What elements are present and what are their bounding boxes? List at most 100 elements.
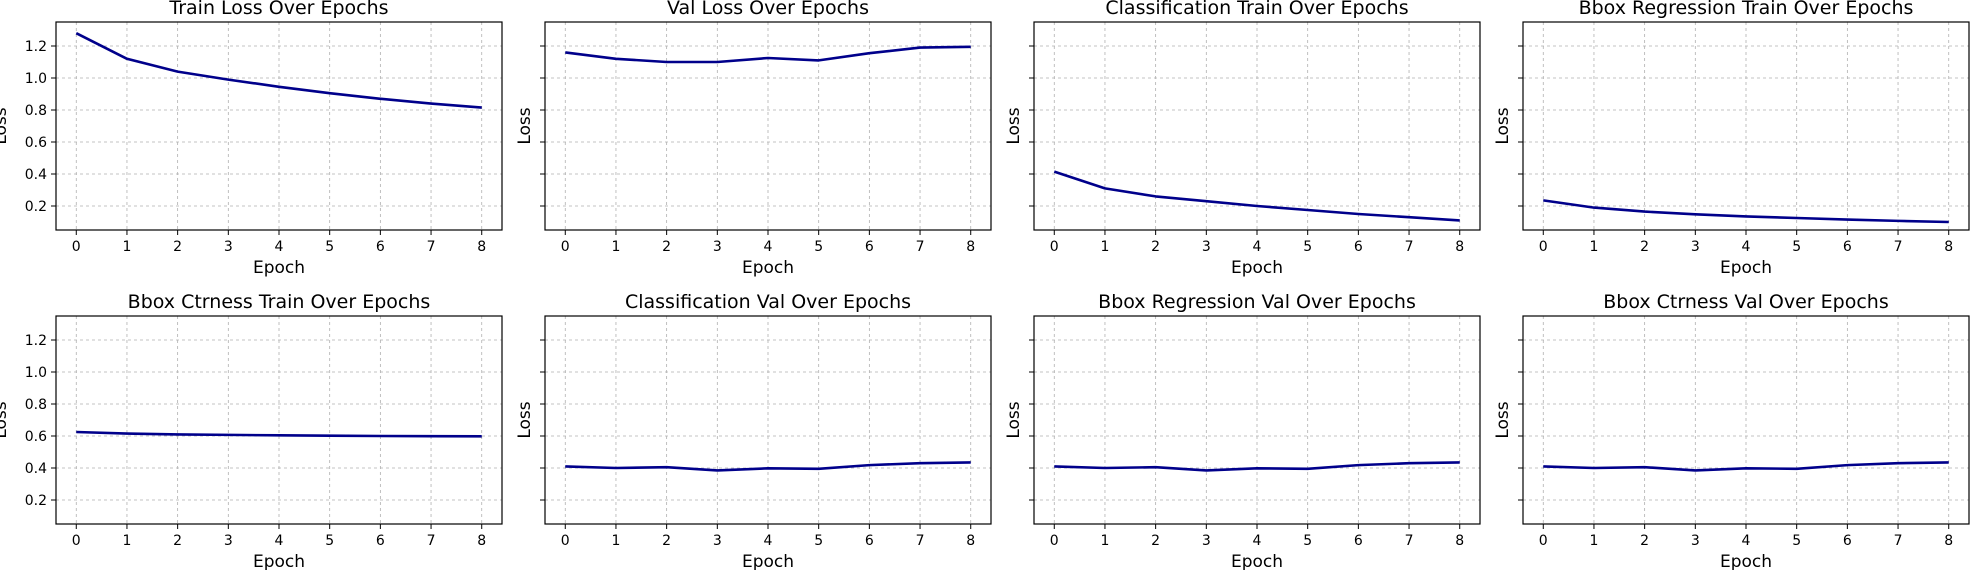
- x-tick-label: 3: [713, 533, 722, 549]
- x-tick-label: 6: [1843, 533, 1852, 549]
- x-tick-label: 1: [1589, 533, 1598, 549]
- chart-title: Bbox Ctrness Val Over Epochs: [1603, 291, 1888, 313]
- y-tick-label: 0.2: [25, 493, 47, 509]
- y-axis-label: Loss: [1004, 401, 1024, 438]
- x-tick-label: 0: [1539, 533, 1548, 549]
- y-tick-label: 0.6: [25, 429, 47, 445]
- x-tick-label: 1: [1100, 533, 1109, 549]
- x-tick-label: 7: [427, 239, 436, 255]
- x-tick-label: 0: [561, 533, 570, 549]
- x-tick-label: 5: [1792, 239, 1801, 255]
- y-tick-label: 0.8: [25, 103, 47, 119]
- y-tick-label: 0.8: [25, 397, 47, 413]
- x-tick-label: 0: [1050, 239, 1059, 255]
- series-line: [76, 430, 482, 438]
- y-tick-label: 0.2: [25, 199, 47, 215]
- x-tick-label: 3: [224, 239, 233, 255]
- y-tick-label: 1.0: [25, 365, 47, 381]
- y-tick-label: 1.0: [25, 71, 47, 87]
- x-tick-label: 3: [1202, 533, 1211, 549]
- x-tick-label: 8: [477, 239, 486, 255]
- x-axis-label: Epoch: [253, 552, 305, 570]
- x-tick-label: 1: [611, 239, 620, 255]
- x-axis-label: Epoch: [742, 552, 794, 570]
- subplot-0: 0 1 2 3 4 5 6 7 8 0.2 0.4 0.6 0.8 1.0 1.2 Train Loss Ov…: [0, 0, 503, 278]
- x-tick-label: 7: [916, 533, 925, 549]
- x-tick-label: 0: [72, 239, 81, 255]
- x-tick-label: 2: [1640, 239, 1649, 255]
- x-tick-label: 8: [966, 533, 975, 549]
- x-tick-label: 8: [477, 533, 486, 549]
- x-axis-label: Epoch: [742, 258, 794, 278]
- x-tick-label: 6: [376, 239, 385, 255]
- subplot-1: 0 1 2 3 4 5 6 7 8 Val Loss Over Epochs Epoch Loss: [515, 0, 992, 278]
- x-tick-label: 4: [764, 239, 773, 255]
- x-tick-label: 3: [224, 533, 233, 549]
- x-tick-label: 5: [1303, 533, 1312, 549]
- y-axis-label: Loss: [515, 401, 535, 438]
- x-tick-label: 1: [122, 239, 131, 255]
- x-tick-label: 7: [1894, 239, 1903, 255]
- x-tick-label: 1: [122, 533, 131, 549]
- x-tick-label: 4: [764, 533, 773, 549]
- x-axis-label: Epoch: [1231, 258, 1283, 278]
- x-tick-label: 7: [427, 533, 436, 549]
- series-line: [565, 45, 971, 64]
- chart-title: Train Loss Over Epochs: [168, 0, 388, 19]
- x-tick-label: 6: [865, 239, 874, 255]
- y-axis-label: Loss: [1493, 107, 1513, 144]
- x-tick-label: 6: [1354, 533, 1363, 549]
- x-tick-label: 3: [1691, 533, 1700, 549]
- series-line: [75, 32, 482, 109]
- x-tick-label: 7: [1894, 533, 1903, 549]
- x-axis-label: Epoch: [1720, 552, 1772, 570]
- subplot-2: 0 1 2 3 4 5 6 7 8 Classification Train Over Epoch…: [1004, 0, 1481, 278]
- subplot-6: 0 1 2 3 4 5 6 7 8 Bbox Regression Val Over Epochs…: [1004, 291, 1481, 570]
- subplot-7: 0 1 2 3 4 5 6 7 8 Bbox Ctrness Val Over Epochs Epo…: [1493, 291, 1970, 570]
- series-line: [1054, 461, 1460, 472]
- y-tick-label: 0.6: [25, 135, 47, 151]
- x-tick-label: 2: [662, 239, 671, 255]
- x-tick-label: 3: [1202, 239, 1211, 255]
- x-tick-label: 4: [275, 533, 284, 549]
- y-axis-label: Loss: [515, 107, 535, 144]
- x-tick-label: 8: [1455, 533, 1464, 549]
- x-tick-label: 4: [1253, 239, 1262, 255]
- x-tick-label: 3: [1691, 239, 1700, 255]
- subplot-3: 0 1 2 3 4 5 6 7 8 Bbox Regression Train Over Epoc…: [1493, 0, 1970, 278]
- x-axis-label: Epoch: [253, 258, 305, 278]
- x-tick-label: 8: [1944, 533, 1953, 549]
- chart-title: Bbox Regression Train Over Epochs: [1579, 0, 1914, 19]
- x-tick-label: 6: [1843, 239, 1852, 255]
- x-tick-label: 0: [72, 533, 81, 549]
- x-tick-label: 5: [325, 239, 334, 255]
- chart-title: Bbox Ctrness Train Over Epochs: [128, 291, 431, 313]
- x-tick-label: 5: [1303, 239, 1312, 255]
- x-tick-label: 8: [1455, 239, 1464, 255]
- x-axis-label: Epoch: [1231, 552, 1283, 570]
- x-axis-label: Epoch: [1720, 258, 1772, 278]
- y-axis-label: Loss: [1493, 401, 1513, 438]
- x-tick-label: 5: [814, 239, 823, 255]
- x-tick-label: 5: [814, 533, 823, 549]
- y-tick-label: 0.4: [25, 167, 47, 183]
- y-axis-label: Loss: [0, 401, 11, 438]
- x-tick-label: 4: [1742, 533, 1751, 549]
- x-tick-label: 4: [1742, 239, 1751, 255]
- x-tick-label: 7: [1405, 533, 1414, 549]
- subplot-5: 0 1 2 3 4 5 6 7 8 Classification Val Over Epochs E…: [515, 291, 992, 570]
- x-tick-label: 3: [713, 239, 722, 255]
- y-axis-label: Loss: [0, 107, 11, 144]
- y-tick-label: 1.2: [25, 333, 47, 349]
- series-line: [1543, 461, 1949, 472]
- subplot-4: 0 1 2 3 4 5 6 7 8 0.2 0.4 0.6 0.8 1.0 1.2 Bbox Ctrness …: [0, 291, 503, 570]
- chart-title: Classification Train Over Epochs: [1105, 0, 1408, 19]
- x-tick-label: 8: [1944, 239, 1953, 255]
- y-tick-label: 1.2: [25, 39, 47, 55]
- x-tick-label: 4: [1253, 533, 1262, 549]
- chart-title: Val Loss Over Epochs: [667, 0, 869, 19]
- x-tick-label: 5: [325, 533, 334, 549]
- x-tick-label: 2: [1640, 533, 1649, 549]
- x-tick-label: 0: [1539, 239, 1548, 255]
